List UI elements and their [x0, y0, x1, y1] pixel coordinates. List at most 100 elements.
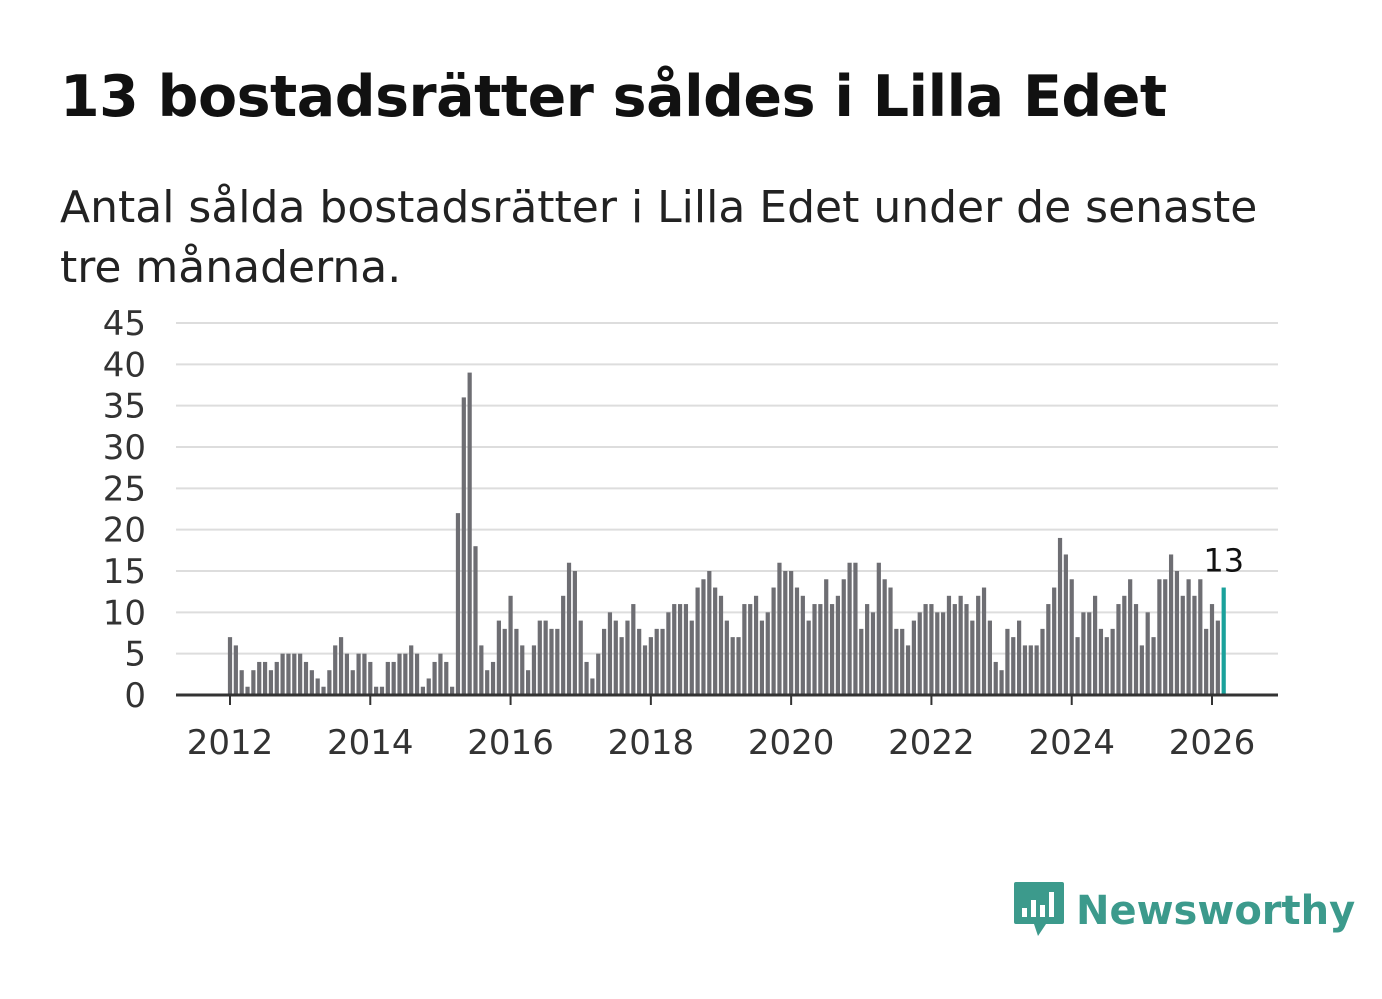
- bar: [1186, 579, 1191, 695]
- bar: [257, 661, 262, 695]
- bar: [888, 587, 893, 695]
- bar: [818, 604, 823, 695]
- bar: [338, 637, 344, 695]
- bar: [976, 595, 981, 695]
- y-tick-label: 25: [103, 469, 146, 509]
- bar: [736, 637, 741, 695]
- highlight-data-label: 13: [1203, 542, 1244, 580]
- bar: [572, 571, 577, 695]
- x-tick-label: 2020: [748, 723, 835, 763]
- bar: [765, 612, 770, 695]
- bar: [1122, 595, 1127, 695]
- bar: [713, 587, 718, 695]
- bar: [1163, 579, 1168, 695]
- bar: [841, 579, 846, 695]
- bar: [245, 686, 250, 695]
- bar: [461, 397, 466, 695]
- bar: [613, 620, 618, 695]
- bar: [292, 653, 297, 695]
- bar: [672, 604, 677, 695]
- bar: [946, 595, 952, 695]
- bar: [274, 661, 279, 695]
- bar: [356, 653, 361, 695]
- bar: [900, 628, 905, 695]
- bar: [1005, 628, 1010, 695]
- bar: [631, 604, 636, 695]
- bar: [1087, 612, 1092, 695]
- bar: [724, 620, 729, 695]
- bar: [403, 653, 408, 695]
- bar: [865, 604, 870, 695]
- bar: [1040, 628, 1045, 695]
- bar: [601, 628, 607, 695]
- bar: [268, 670, 274, 695]
- bar: [619, 637, 624, 695]
- bar: [876, 562, 881, 695]
- bar: [607, 612, 613, 695]
- bar: [1151, 637, 1156, 695]
- bar: [549, 628, 554, 695]
- bar: [578, 620, 583, 695]
- bar: [455, 513, 461, 695]
- bar: [777, 562, 782, 695]
- bar: [730, 637, 735, 695]
- bar: [432, 661, 437, 695]
- bar: [742, 604, 747, 695]
- y-tick-label: 30: [103, 428, 146, 468]
- bar: [1209, 604, 1215, 695]
- bar: [286, 653, 291, 695]
- y-tick-label: 0: [124, 676, 146, 716]
- bar: [654, 628, 659, 695]
- bar: [929, 604, 934, 695]
- bar: [894, 628, 899, 695]
- bar: [718, 595, 724, 695]
- bar: [970, 620, 975, 695]
- bar: [596, 653, 601, 695]
- bar: [1168, 554, 1174, 695]
- newsworthy-logo: Newsworthy: [1012, 880, 1355, 942]
- bar: [870, 612, 876, 695]
- bar: [1139, 645, 1144, 695]
- x-tick-label: 2018: [608, 723, 695, 763]
- bar: [227, 637, 233, 695]
- bar: [414, 653, 420, 695]
- bar: [707, 571, 712, 695]
- y-tick-label: 45: [103, 304, 146, 344]
- bar: [806, 620, 811, 695]
- bar: [555, 628, 560, 695]
- bar: [1133, 604, 1139, 695]
- bar: [543, 620, 548, 695]
- bar: [987, 620, 992, 695]
- bar: [1174, 571, 1180, 695]
- bar: [566, 562, 572, 695]
- bar: [1022, 645, 1028, 695]
- y-tick-label: 10: [103, 593, 146, 633]
- y-tick-label: 20: [103, 511, 146, 551]
- bar: [280, 653, 285, 695]
- bar: [637, 628, 642, 695]
- bar: [835, 595, 841, 695]
- y-tick-label: 40: [103, 345, 146, 385]
- bar: [1081, 612, 1086, 695]
- bar: [952, 604, 957, 695]
- bar: [298, 653, 303, 695]
- bar: [467, 372, 472, 695]
- bar: [1204, 628, 1209, 695]
- bar: [502, 628, 507, 695]
- chart-subtitle: Antal sålda bostadsrätter i Lilla Edet u…: [60, 182, 1258, 293]
- bar: [309, 670, 314, 695]
- bar: [1063, 554, 1068, 695]
- bar: [941, 612, 946, 695]
- bar: [794, 587, 800, 695]
- bar: [1192, 595, 1197, 695]
- bar: [660, 628, 665, 695]
- bar: [1180, 595, 1185, 695]
- bar: [625, 620, 630, 695]
- bar: [1075, 637, 1080, 695]
- bar: [958, 595, 963, 695]
- bar: [344, 653, 350, 695]
- bar: [362, 653, 367, 695]
- bar: [233, 645, 238, 695]
- bar: [853, 562, 858, 695]
- bar: [964, 604, 969, 695]
